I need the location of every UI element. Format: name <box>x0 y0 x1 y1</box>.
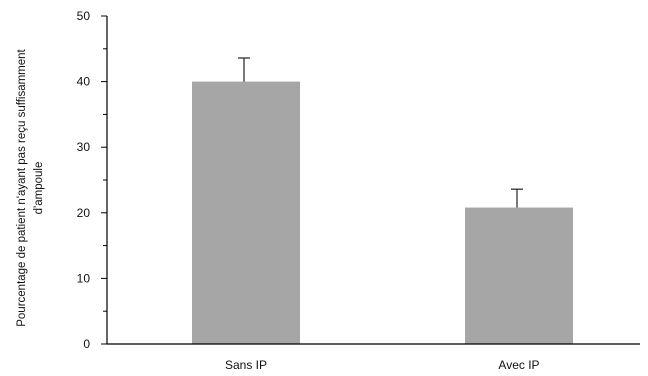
x-tick-label-1: Avec IP <box>498 358 539 372</box>
y-tick-label-0: 0 <box>83 337 90 351</box>
y-axis-label-line-2: d'ampoule <box>33 162 45 215</box>
y-axis-label-group: Pourcentage de patient n'ayant pas reçu … <box>16 48 45 326</box>
x-tick-label-0: Sans IP <box>225 358 267 372</box>
y-axis-label-line-1: Pourcentage de patient n'ayant pas reçu … <box>16 48 28 326</box>
y-tick-label-4: 40 <box>77 75 91 89</box>
y-tick-label-3: 30 <box>77 140 91 154</box>
y-tick-label-1: 10 <box>77 271 91 285</box>
bar-1 <box>465 207 573 344</box>
y-tick-label-2: 20 <box>77 206 91 220</box>
bar-0 <box>192 81 300 344</box>
y-tick-label-5: 50 <box>77 9 91 23</box>
